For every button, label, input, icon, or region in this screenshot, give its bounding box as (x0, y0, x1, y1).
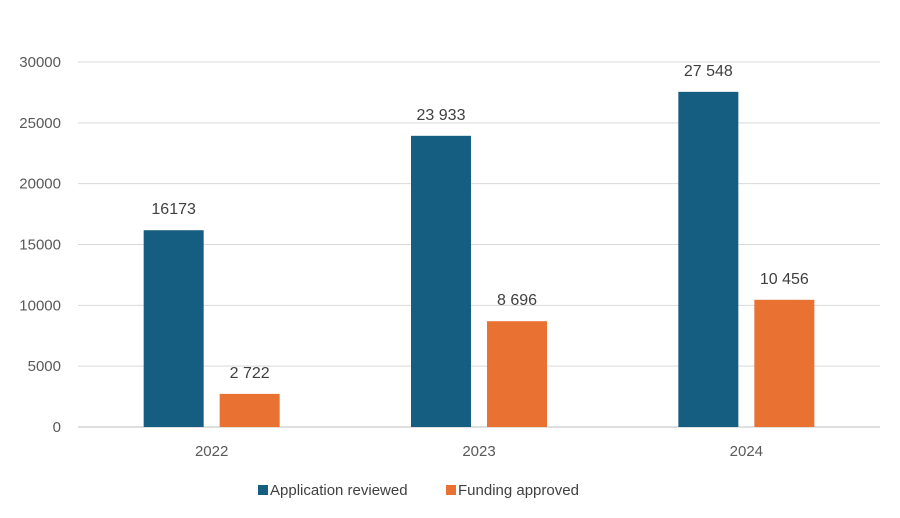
x-tick-label: 2023 (462, 443, 495, 460)
legend-swatch (446, 485, 456, 495)
y-tick-label: 30000 (19, 54, 61, 71)
bars (143, 91, 815, 427)
data-label: 8 696 (497, 292, 537, 309)
bar (487, 321, 547, 427)
x-tick-label: 2022 (195, 443, 228, 460)
y-tick-label: 25000 (19, 115, 61, 132)
bar (678, 91, 739, 427)
legend-swatch (258, 485, 268, 495)
legend-label: Funding approved (458, 482, 579, 499)
x-axis: 2022 2023 2024 (195, 443, 763, 460)
data-label: 2 722 (230, 365, 270, 382)
y-tick-label: 5000 (28, 358, 61, 375)
y-tick-label: 10000 (19, 297, 61, 314)
data-label: 10 456 (760, 271, 809, 288)
data-label: 16173 (151, 201, 196, 218)
y-tick-label: 15000 (19, 237, 61, 254)
y-tick-label: 20000 (19, 176, 61, 193)
data-label: 27 548 (684, 63, 733, 80)
bar (143, 230, 204, 427)
data-labels: 16173 2 722 23 933 8 696 27 548 10 456 (151, 63, 808, 382)
legend-label: Application reviewed (270, 482, 408, 499)
y-tick-label: 0 (53, 419, 61, 436)
gridlines (78, 61, 880, 428)
bar (411, 135, 471, 427)
x-tick-label: 2024 (730, 443, 763, 460)
bar (219, 393, 280, 427)
bar (754, 299, 815, 427)
y-axis: 0 5000 10000 15000 20000 25000 30000 (19, 54, 61, 436)
legend: Application reviewed Funding approved (258, 482, 579, 499)
data-label: 23 933 (417, 107, 466, 124)
